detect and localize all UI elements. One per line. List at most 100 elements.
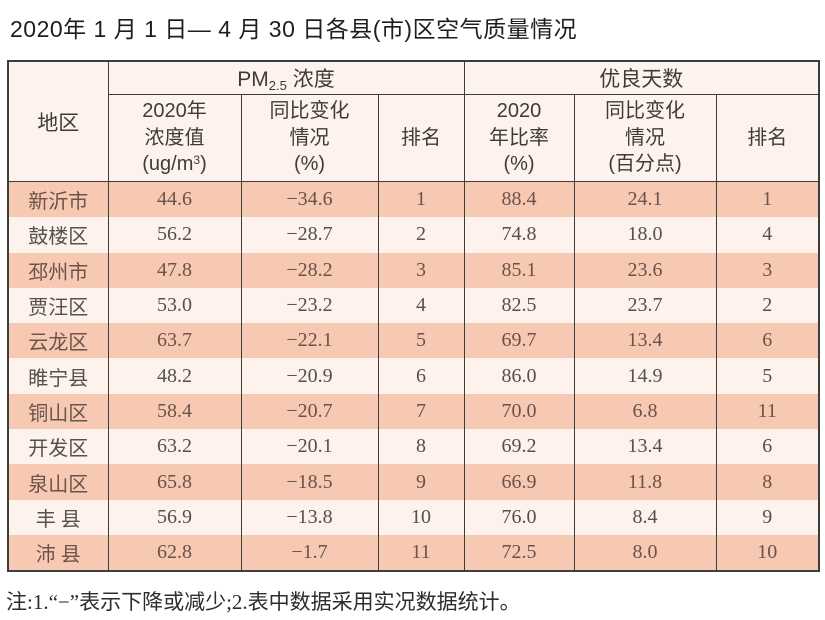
good-change-cell: 14.9 bbox=[573, 358, 717, 394]
good-change-cell: 23.7 bbox=[573, 287, 717, 324]
good-ratio-cell: 69.7 bbox=[463, 323, 575, 359]
table-header: 地区 PM2.5 浓度 优良天数 2020年 浓度值 (ug/m3) 同比变化 情… bbox=[7, 61, 820, 182]
table-row: 云龙区 63.7 −22.1 5 69.7 13.4 6 bbox=[7, 323, 820, 359]
pm-rank-cell: 3 bbox=[377, 252, 465, 288]
header-group-row: 地区 PM2.5 浓度 优良天数 bbox=[7, 61, 820, 182]
good-rank-cell: 6 bbox=[715, 323, 820, 359]
region-cell: 贾汪区 bbox=[7, 287, 109, 324]
good-ratio-cell: 72.5 bbox=[463, 534, 575, 572]
pm-label: PM bbox=[237, 68, 269, 91]
table-row: 邳州市 47.8 −28.2 3 85.1 23.6 3 bbox=[7, 252, 820, 288]
header-good-change: 同比变化 情况 (百分点) bbox=[573, 94, 717, 182]
good-rank-cell: 8 bbox=[715, 464, 820, 500]
pm-rank-cell: 7 bbox=[377, 393, 465, 430]
pm-value-cell: 47.8 bbox=[107, 252, 242, 288]
table-body: 新沂市 44.6 −34.6 1 88.4 24.1 1 鼓楼区 56.2 −2… bbox=[7, 181, 820, 572]
good-change-cell: 13.4 bbox=[573, 429, 717, 465]
pm-rank-cell: 5 bbox=[377, 323, 465, 359]
pm-change-cell: −18.5 bbox=[240, 464, 379, 500]
pm-rank-cell: 10 bbox=[377, 499, 465, 535]
table-row: 新沂市 44.6 −34.6 1 88.4 24.1 1 bbox=[7, 181, 820, 218]
good-change-cell: 23.6 bbox=[573, 252, 717, 288]
pm-change-cell: −28.7 bbox=[240, 217, 379, 253]
page-title: 2020年 1 月 1 日— 4 月 30 日各县(市)区空气质量情况 bbox=[10, 16, 578, 42]
table-row: 开发区 63.2 −20.1 8 69.2 13.4 6 bbox=[7, 429, 820, 465]
header-pm-value: 2020年 浓度值 (ug/m3) bbox=[107, 94, 242, 182]
region-cell: 泉山区 bbox=[7, 464, 109, 500]
unit-prefix: (ug/m bbox=[142, 153, 194, 176]
header-pm-value-lines: 2020年 浓度值 bbox=[142, 100, 207, 149]
pm-rank-cell: 1 bbox=[377, 181, 465, 218]
good-change-cell: 8.0 bbox=[573, 534, 717, 572]
good-rank-cell: 6 bbox=[715, 429, 820, 465]
good-rank-cell: 5 bbox=[715, 358, 820, 394]
region-cell: 铜山区 bbox=[7, 393, 109, 430]
good-change-cell: 18.0 bbox=[573, 217, 717, 253]
unit-suffix: ) bbox=[200, 153, 207, 176]
pm-value-cell: 53.0 bbox=[107, 287, 242, 324]
footnote: 注:1.“−”表示下降或减少;2.表中数据采用实况数据统计。 bbox=[6, 590, 521, 614]
pm-value-cell: 63.7 bbox=[107, 323, 242, 359]
good-change-cell: 8.4 bbox=[573, 499, 717, 535]
region-cell: 睢宁县 bbox=[7, 358, 109, 394]
header-region: 地区 bbox=[7, 61, 109, 182]
good-ratio-cell: 85.1 bbox=[463, 252, 575, 288]
table-row: 鼓楼区 56.2 −28.7 2 74.8 18.0 4 bbox=[7, 217, 820, 253]
good-rank-cell: 11 bbox=[715, 393, 820, 430]
pm-value-cell: 63.2 bbox=[107, 429, 242, 465]
region-cell: 云龙区 bbox=[7, 323, 109, 359]
good-rank-cell: 2 bbox=[715, 287, 820, 324]
header-pm-value-unit: (ug/m3) bbox=[109, 151, 241, 177]
header-group-pm25: PM2.5 浓度 bbox=[107, 61, 465, 95]
region-cell: 鼓楼区 bbox=[7, 217, 109, 253]
header-pm-rank: 排名 bbox=[377, 94, 465, 182]
header-sub-row: 2020年 浓度值 (ug/m3) 同比变化 情况 (%) 排名 2020 年比率… bbox=[8, 94, 820, 182]
region-cell: 开发区 bbox=[7, 429, 109, 465]
pm-change-cell: −20.1 bbox=[240, 429, 379, 465]
pm-value-cell: 44.6 bbox=[107, 181, 242, 218]
good-rank-cell: 1 bbox=[715, 181, 820, 218]
good-ratio-cell: 76.0 bbox=[463, 499, 575, 535]
table-row: 铜山区 58.4 −20.7 7 70.0 6.8 11 bbox=[7, 393, 820, 430]
pm-change-cell: −22.1 bbox=[240, 323, 379, 359]
header-good-ratio: 2020 年比率 (%) bbox=[463, 94, 575, 182]
pm-value-cell: 48.2 bbox=[107, 358, 242, 394]
good-change-cell: 13.4 bbox=[573, 323, 717, 359]
pm-change-cell: −13.8 bbox=[240, 499, 379, 535]
table-row: 泉山区 65.8 −18.5 9 66.9 11.8 8 bbox=[7, 464, 820, 500]
pm-rank-cell: 8 bbox=[377, 429, 465, 465]
good-ratio-cell: 70.0 bbox=[463, 393, 575, 430]
pm-label-suffix: 浓度 bbox=[286, 68, 335, 91]
table-row: 睢宁县 48.2 −20.9 6 86.0 14.9 5 bbox=[7, 358, 820, 394]
unit-superscript: 3 bbox=[193, 153, 201, 168]
pm-rank-cell: 11 bbox=[377, 534, 465, 572]
pm-value-cell: 58.4 bbox=[107, 393, 242, 430]
good-rank-cell: 9 bbox=[715, 499, 820, 535]
pm-subscript: 2.5 bbox=[268, 78, 287, 93]
pm-value-cell: 56.9 bbox=[107, 499, 242, 535]
pm-change-cell: −20.7 bbox=[240, 393, 379, 430]
pm-change-cell: −23.2 bbox=[240, 287, 379, 324]
good-ratio-cell: 88.4 bbox=[463, 181, 575, 218]
table-row: 沛 县 62.8 −1.7 11 72.5 8.0 10 bbox=[7, 534, 820, 572]
region-cell: 丰 县 bbox=[7, 499, 109, 535]
good-rank-cell: 10 bbox=[715, 534, 820, 572]
good-ratio-cell: 82.5 bbox=[463, 287, 575, 324]
good-change-cell: 24.1 bbox=[573, 181, 717, 218]
good-ratio-cell: 74.8 bbox=[463, 217, 575, 253]
pm-change-cell: −28.2 bbox=[240, 252, 379, 288]
pm-change-cell: −1.7 bbox=[240, 534, 379, 572]
good-ratio-cell: 69.2 bbox=[463, 429, 575, 465]
region-cell: 沛 县 bbox=[7, 534, 109, 572]
pm-rank-cell: 2 bbox=[377, 217, 465, 253]
good-change-cell: 6.8 bbox=[573, 393, 717, 430]
pm-rank-cell: 4 bbox=[377, 287, 465, 324]
pm-change-cell: −20.9 bbox=[240, 358, 379, 394]
good-ratio-cell: 66.9 bbox=[463, 464, 575, 500]
region-cell: 邳州市 bbox=[7, 252, 109, 288]
good-rank-cell: 3 bbox=[715, 252, 820, 288]
good-change-cell: 11.8 bbox=[573, 464, 717, 500]
table-row: 贾汪区 53.0 −23.2 4 82.5 23.7 2 bbox=[7, 287, 820, 324]
pm-value-cell: 56.2 bbox=[107, 217, 242, 253]
